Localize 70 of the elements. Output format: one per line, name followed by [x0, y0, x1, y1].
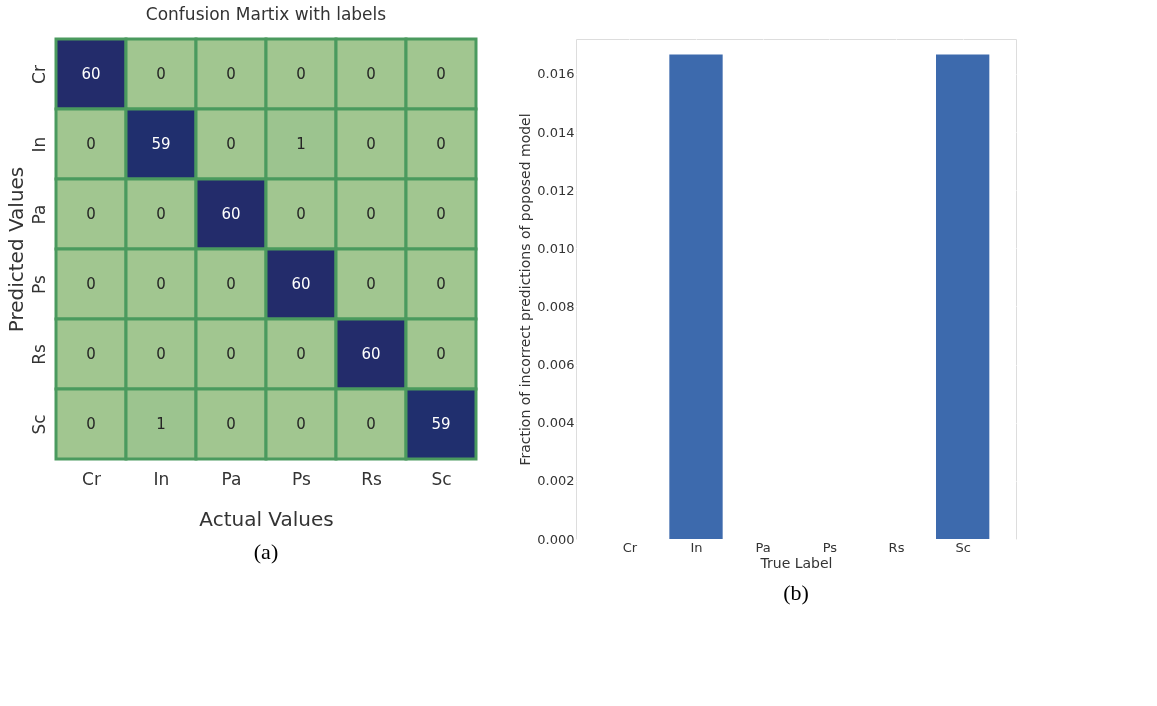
data-label: 0 — [296, 345, 306, 363]
data-label: 0 — [436, 65, 446, 83]
x-tick-label: In — [153, 468, 170, 489]
data-label: 0 — [86, 135, 96, 153]
y-tick-label: 0.012 — [537, 182, 575, 198]
data-label: 0 — [436, 135, 446, 153]
data-label: 0 — [86, 415, 96, 433]
chart-title: Confusion Martix with labels — [145, 3, 387, 24]
y-tick-label: In — [28, 136, 49, 153]
data-label: 60 — [291, 275, 311, 293]
y-tick-label: 0.014 — [537, 124, 575, 140]
x-axis-title: True Label — [759, 554, 833, 571]
data-label: 0 — [156, 345, 166, 363]
x-axis-title: Actual Values — [199, 506, 334, 531]
x-tick-label: Pa — [755, 539, 771, 555]
data-label: 0 — [296, 205, 306, 223]
data-label: 0 — [296, 65, 306, 83]
data-label: 0 — [86, 205, 96, 223]
data-label: 0 — [226, 275, 236, 293]
data-label: 0 — [436, 205, 446, 223]
x-tick-label: In — [690, 539, 703, 555]
data-label: 1 — [296, 135, 306, 153]
data-label: 0 — [156, 205, 166, 223]
data-label: 59 — [151, 135, 171, 153]
data-label: 0 — [86, 345, 96, 363]
y-tick-label: 0.004 — [537, 415, 575, 431]
data-label: 60 — [361, 345, 381, 363]
data-label: 0 — [226, 65, 236, 83]
y-tick-label: 0.008 — [537, 298, 575, 314]
data-label: 60 — [221, 205, 241, 223]
x-tick-label: Cr — [622, 539, 638, 555]
y-tick-label: Ps — [28, 274, 49, 294]
y-axis-title: Fraction of incorrect predictions of poposed model — [517, 113, 534, 466]
data-label: 0 — [436, 275, 446, 293]
y-tick-label: 0.000 — [537, 531, 575, 547]
data-label: 0 — [226, 415, 236, 433]
x-tick-label: Pa — [221, 468, 242, 489]
data-label: 0 — [86, 275, 96, 293]
data-label: 0 — [296, 415, 306, 433]
x-tick-label: Sc — [431, 468, 452, 489]
x-tick-label: Cr — [82, 468, 101, 489]
x-tick-label: Sc — [955, 539, 971, 555]
data-label: 59 — [431, 415, 451, 433]
data-label: 1 — [156, 415, 166, 433]
data-label: 0 — [366, 205, 376, 223]
y-axis-title: Predicted Values — [3, 166, 28, 333]
x-tick-label: Ps — [292, 468, 312, 489]
data-label: 0 — [366, 275, 376, 293]
y-tick-label: 0.016 — [537, 66, 575, 82]
data-label: 0 — [156, 65, 166, 83]
y-tick-label: Pa — [28, 204, 49, 225]
y-tick-label: Sc — [28, 414, 49, 435]
data-label: 0 — [366, 65, 376, 83]
text: (a) — [253, 539, 279, 564]
data-label: 0 — [156, 275, 166, 293]
data-label: 0 — [366, 135, 376, 153]
y-tick-label: 0.002 — [537, 473, 575, 489]
x-tick-label: Rs — [888, 539, 905, 555]
y-tick-label: Rs — [28, 344, 49, 365]
text: (b) — [783, 580, 809, 605]
y-tick-label: Cr — [28, 65, 49, 84]
x-tick-label: Ps — [822, 539, 838, 555]
x-tick-label: Rs — [361, 468, 382, 489]
data-label: 0 — [366, 415, 376, 433]
data-label: 0 — [226, 345, 236, 363]
y-tick-label: 0.006 — [537, 357, 575, 373]
y-tick-label: 0.010 — [537, 240, 575, 256]
data-label: 60 — [81, 65, 101, 83]
data-label: 0 — [226, 135, 236, 153]
data-label: 0 — [436, 345, 446, 363]
